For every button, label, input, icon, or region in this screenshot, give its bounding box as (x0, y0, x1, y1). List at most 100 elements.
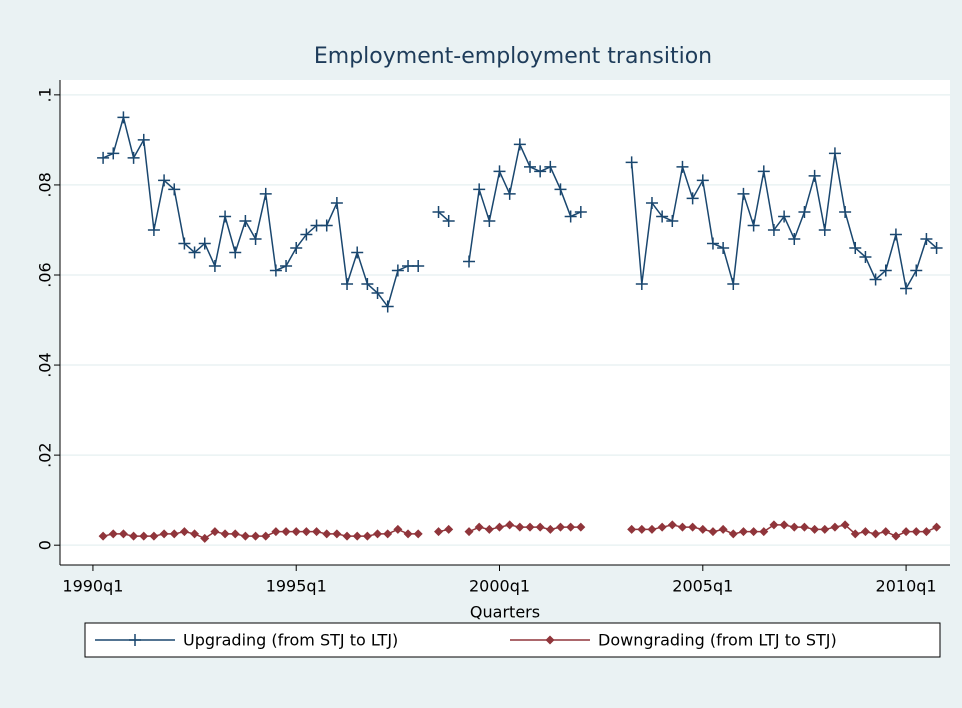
point (635, 277, 648, 290)
point (341, 277, 354, 290)
point (696, 174, 709, 187)
point (910, 264, 923, 277)
x-tick-label: 2005q1 (672, 577, 733, 596)
point (505, 520, 515, 530)
y-tick-label: .08 (36, 172, 55, 197)
point (188, 246, 201, 259)
point (312, 527, 322, 537)
point (391, 264, 404, 277)
point (210, 527, 220, 537)
point (503, 187, 516, 200)
point (535, 522, 545, 532)
point (545, 524, 555, 534)
point (932, 522, 942, 532)
point (483, 214, 496, 227)
point (524, 160, 537, 173)
point (444, 524, 454, 534)
point (930, 241, 943, 254)
point (830, 522, 840, 532)
point (219, 210, 232, 223)
point (767, 223, 780, 236)
point (706, 237, 719, 250)
point (747, 219, 760, 232)
point (647, 524, 657, 534)
point (403, 529, 413, 539)
point (220, 529, 230, 539)
point (442, 214, 455, 227)
point (625, 156, 638, 169)
point (727, 277, 740, 290)
point (229, 246, 242, 259)
point (544, 160, 557, 173)
point (493, 165, 506, 178)
point (901, 527, 911, 537)
point (881, 527, 891, 537)
point (808, 169, 821, 182)
point (118, 529, 128, 539)
point (320, 219, 333, 232)
point (249, 232, 262, 245)
point (412, 259, 425, 272)
point (686, 192, 699, 205)
point (564, 210, 577, 223)
point (859, 250, 872, 263)
series-line (102, 114, 938, 309)
point (911, 527, 921, 537)
point (566, 522, 576, 532)
point (342, 531, 352, 541)
point (738, 527, 748, 537)
point (158, 174, 171, 187)
point (261, 531, 271, 541)
y-tick-label: 0 (36, 540, 55, 550)
point (656, 210, 669, 223)
y-tick-label: .1 (36, 87, 55, 102)
point (698, 524, 708, 534)
point (178, 237, 191, 250)
point (759, 527, 769, 537)
point (820, 524, 830, 534)
x-tick-label: 1995q1 (266, 577, 327, 596)
point (921, 527, 931, 537)
point (849, 241, 862, 254)
point (576, 522, 586, 532)
point (127, 151, 140, 164)
plot-area (60, 80, 950, 565)
point (688, 522, 698, 532)
x-tick-label: 1990q1 (62, 577, 123, 596)
point (351, 246, 364, 259)
point (779, 520, 789, 530)
point (474, 522, 484, 532)
point (393, 524, 403, 534)
point (645, 196, 658, 209)
y-tick-label: .04 (36, 352, 55, 377)
legend-marker (129, 634, 141, 646)
point (291, 527, 301, 537)
point (290, 241, 303, 254)
point (637, 524, 647, 534)
point (168, 183, 181, 196)
point (513, 138, 526, 151)
point (301, 527, 311, 537)
point (129, 531, 139, 541)
point (332, 529, 342, 539)
point (525, 522, 535, 532)
point (159, 529, 169, 539)
point (473, 183, 486, 196)
point (818, 223, 831, 236)
point (230, 529, 240, 539)
point (891, 531, 901, 541)
point (515, 522, 525, 532)
point (484, 524, 494, 534)
point (383, 529, 393, 539)
point (869, 273, 882, 286)
point (149, 531, 159, 541)
point (666, 214, 679, 227)
point (840, 520, 850, 530)
point (330, 196, 343, 209)
point (139, 531, 149, 541)
point (117, 111, 130, 124)
legend-label: Upgrading (from STJ to LTJ) (183, 631, 398, 650)
point (198, 237, 211, 250)
point (839, 205, 852, 218)
point (798, 205, 811, 218)
